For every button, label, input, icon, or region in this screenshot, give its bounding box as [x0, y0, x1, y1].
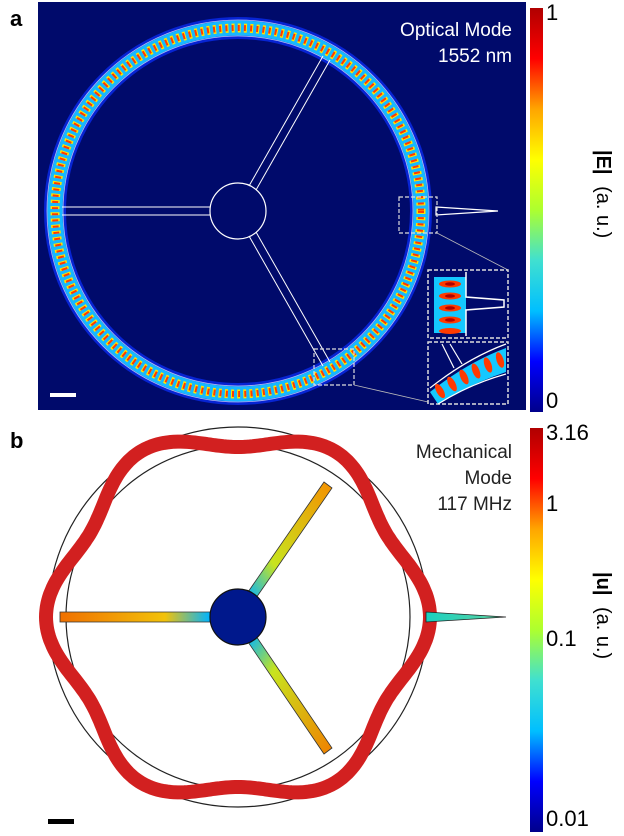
- scale-bar-a: [50, 393, 76, 397]
- colorbar-b-title: |u| (a. u.): [591, 572, 614, 659]
- zoom-inset-1: [427, 269, 509, 339]
- zoom-inset-2: [427, 341, 509, 405]
- mechanical-mode-word: Mode: [464, 468, 512, 489]
- scale-bar-b: [48, 819, 74, 824]
- mechanical-mode-image: Mechanical Mode 117 MHz: [38, 422, 526, 836]
- colorbar-a-min: 0: [546, 388, 559, 413]
- colorbar-b-tick-01: 0.1: [546, 626, 577, 651]
- deformed-ring: [39, 434, 437, 800]
- panel-a-letter: a: [10, 6, 23, 31]
- colorbar-b-quantity: |u|: [592, 572, 614, 596]
- colorbar-b: [530, 428, 543, 832]
- mechanical-mode-title: Mechanical: [415, 442, 512, 463]
- optical-ring-resonator: [44, 17, 509, 405]
- optical-mode-wavelength: 1552 nm: [438, 46, 512, 67]
- optical-mode-title: Optical Mode: [400, 20, 512, 41]
- panel-b-letter: b: [10, 428, 24, 453]
- optical-mode-image: Optical Mode 1552 nm: [38, 2, 526, 410]
- colorbar-a-unit: (a. u.): [592, 186, 614, 239]
- mechanical-ring-resonator: [39, 426, 507, 824]
- colorbar-b-tick-bottom: 0.01: [546, 806, 589, 831]
- colorbar-a: [530, 8, 543, 412]
- colorbar-a-max: 1: [546, 0, 559, 25]
- colorbar-b-tick-top: 3.16: [546, 420, 589, 445]
- optical-mode-label: Optical Mode 1552 nm: [400, 20, 512, 68]
- colorbar-a-title: |E| (a. u.): [591, 150, 614, 238]
- colorbar-b-unit: (a. u.): [592, 606, 614, 660]
- colorbar-b-tick-1: 1: [546, 491, 559, 516]
- mechanical-mode-label: Mechanical Mode 117 MHz: [416, 440, 512, 518]
- colorbar-a-quantity: |E|: [592, 150, 614, 175]
- mechanical-mode-frequency: 117 MHz: [437, 494, 512, 515]
